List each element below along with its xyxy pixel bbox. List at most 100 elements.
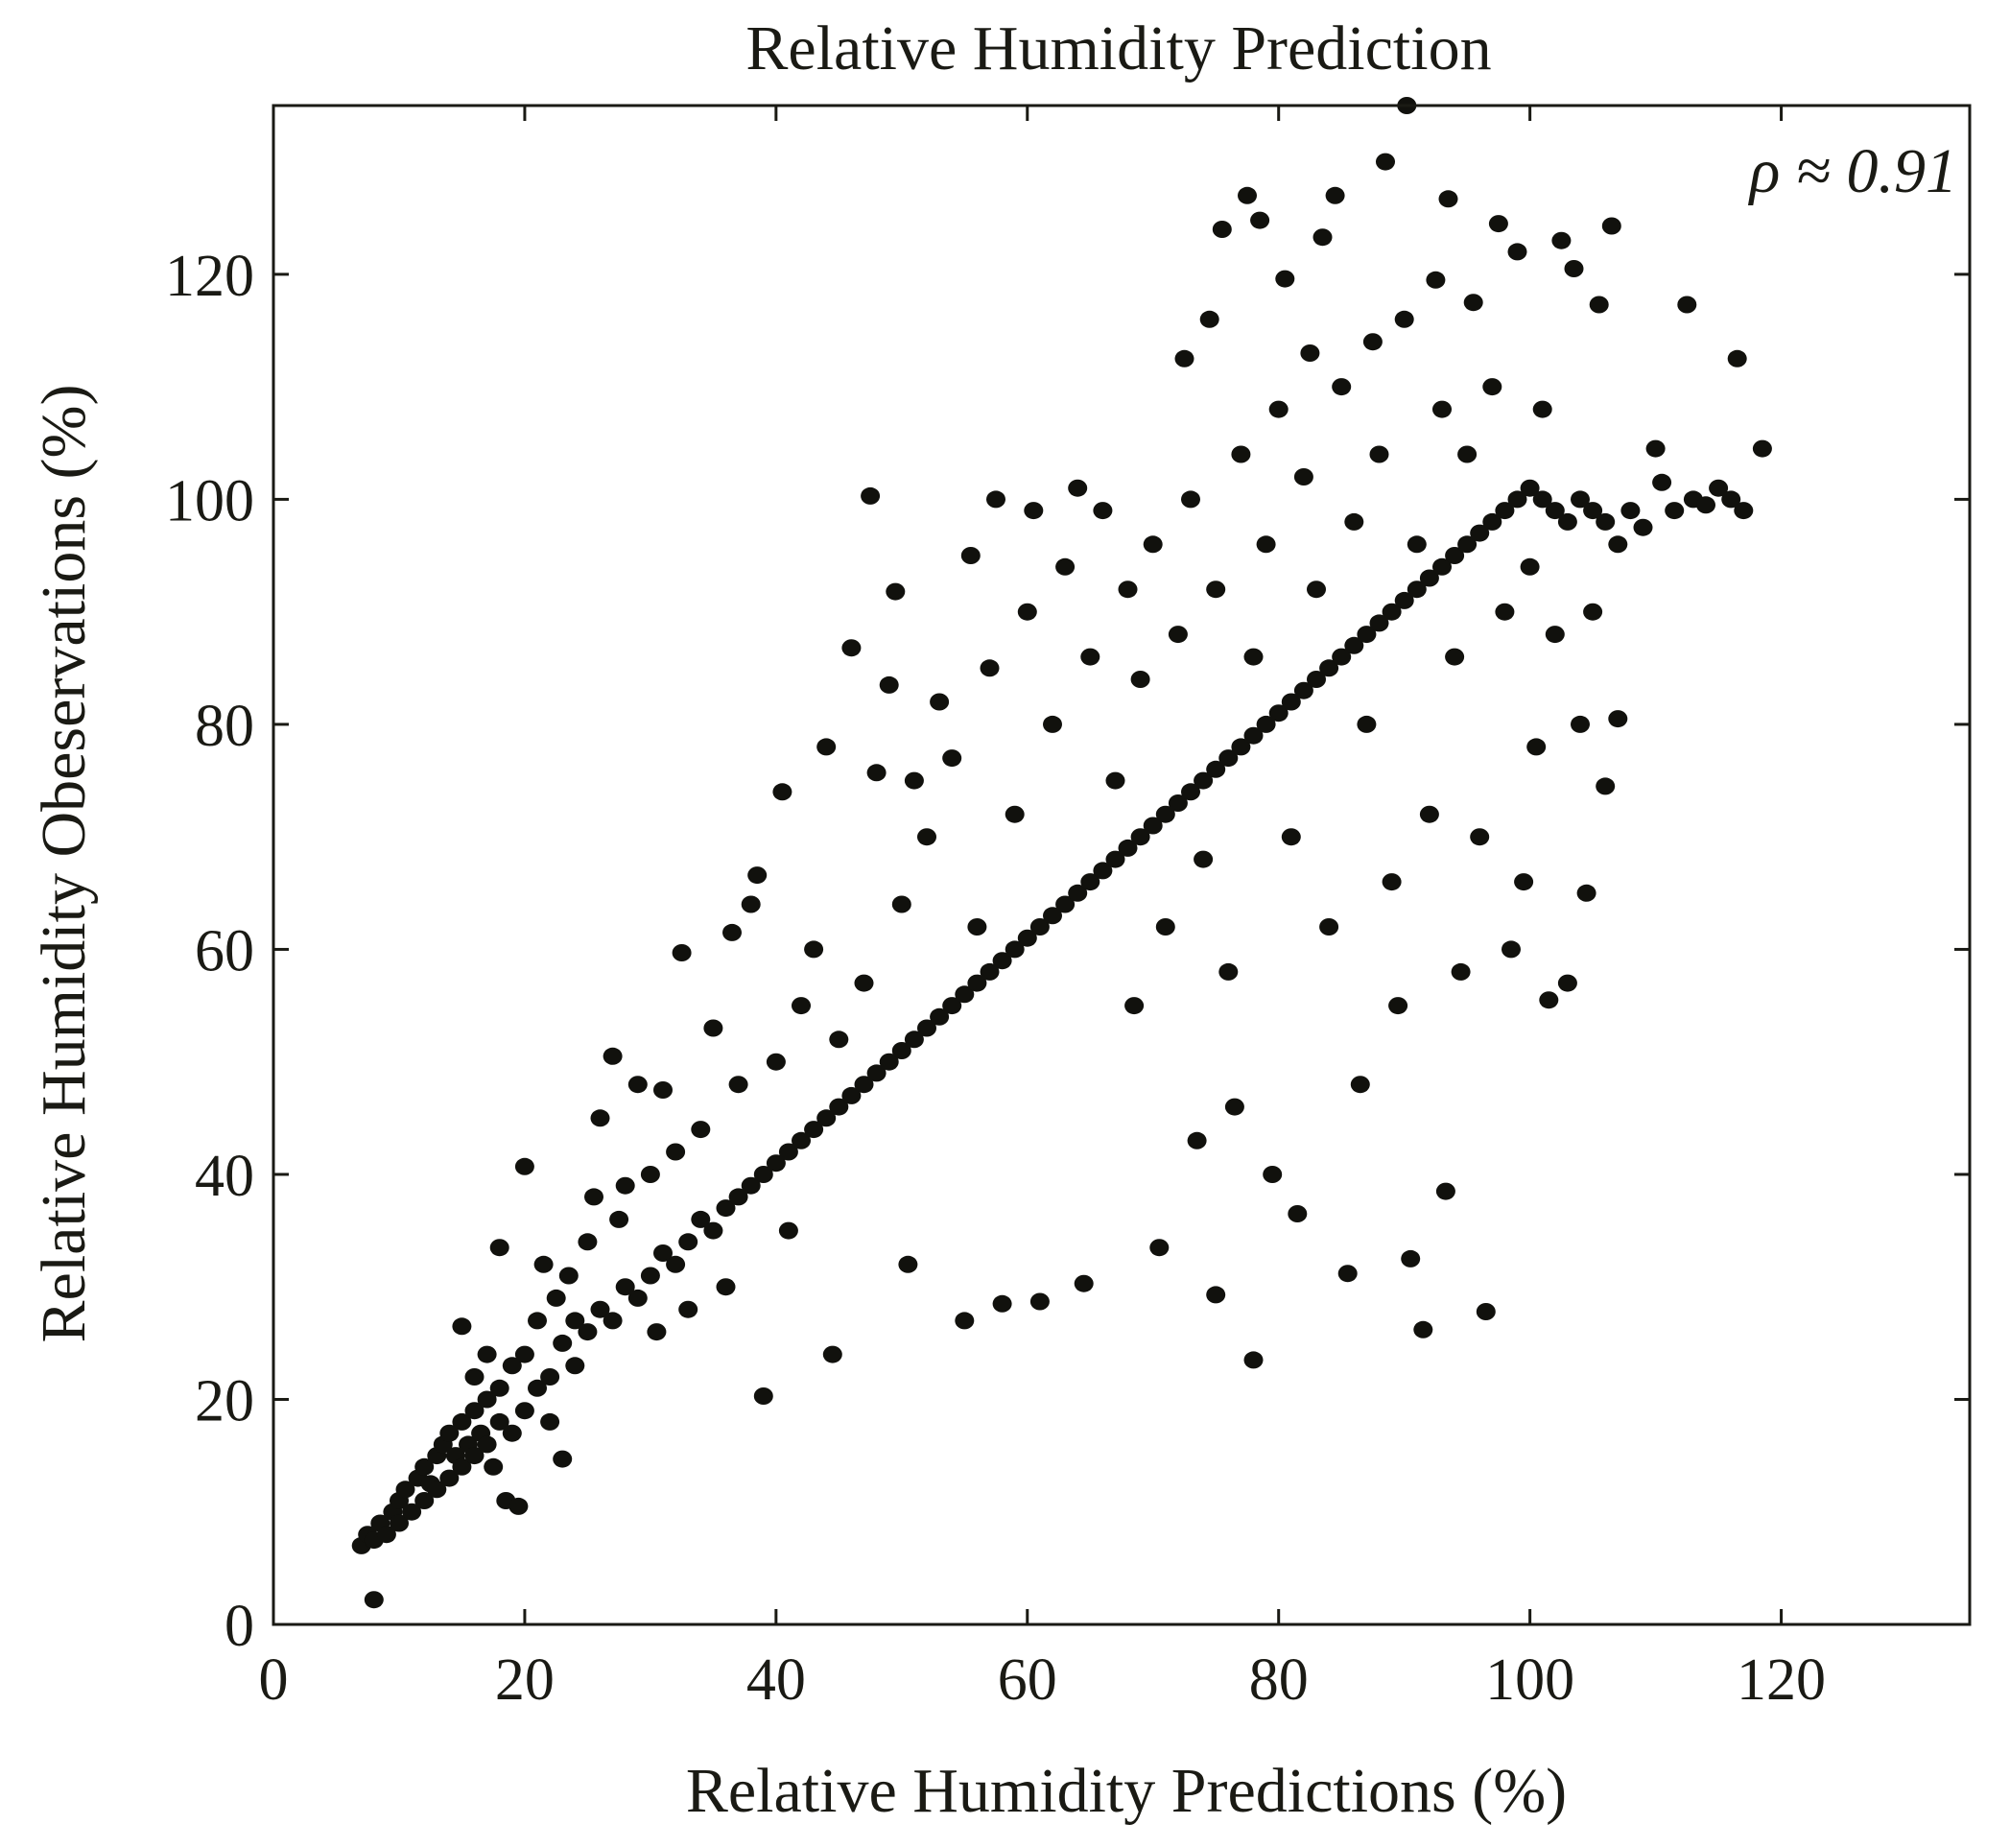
data-point [955,985,975,1004]
data-point [898,1255,918,1273]
data-point [1583,502,1603,520]
data-point [1382,603,1402,621]
data-point [1344,512,1364,531]
data-point [917,1019,936,1037]
data-point [1055,895,1076,913]
data-point [1143,535,1163,554]
data-point [1520,479,1540,497]
data-point [533,1255,554,1273]
data-point [992,952,1012,970]
data-point [678,1233,698,1251]
data-point [484,1457,504,1476]
data-point [716,1278,736,1296]
data-point [1206,580,1226,599]
data-point [578,1233,598,1251]
data-point [672,944,692,961]
data-point [967,918,987,936]
data-point [1017,929,1037,947]
data-point [546,1289,566,1307]
data-point [1388,997,1408,1015]
data-point [627,1076,648,1094]
data-point [804,1121,824,1139]
data-point [1709,479,1729,497]
data-point [1307,580,1326,599]
data-point [955,1312,975,1330]
data-point [1243,1351,1264,1369]
data-point [1545,626,1565,644]
data-point [691,1121,711,1139]
data-point [603,1047,623,1065]
x-tick-label: 40 [746,1647,806,1713]
data-point [414,1492,435,1509]
data-point [1332,378,1352,396]
data-point [1571,715,1590,733]
x-tick-label: 100 [1485,1647,1574,1713]
data-point [439,1469,460,1487]
data-point [1206,760,1226,778]
data-point [930,693,950,711]
data-point [1238,186,1257,204]
data-point [891,1042,911,1059]
x-tick-label: 0 [259,1647,289,1713]
data-point [1130,828,1150,846]
data-point [1105,850,1125,868]
data-point [1130,671,1150,688]
data-point [1181,783,1200,801]
data-point [1093,862,1113,880]
data-point [816,738,837,756]
data-point [1118,839,1138,857]
data-point [452,1317,472,1336]
data-point [1268,704,1289,723]
data-point [904,771,924,790]
data-point [1194,850,1214,868]
data-point [792,1131,811,1149]
data-point [477,1390,497,1409]
rho-annotation: ρ ≈ 0.91 [1748,136,1957,206]
data-point [1074,1274,1094,1292]
data-point [904,1031,924,1049]
data-point [1445,648,1465,666]
data-point [1413,1320,1433,1339]
data-point [1319,918,1339,936]
data-point [816,1109,837,1127]
data-point [1288,1205,1308,1222]
data-point [1080,648,1100,666]
data-point [464,1402,485,1420]
chart-title: Relative Humidity Prediction [745,13,1491,83]
data-point [1231,445,1251,463]
y-tick-label: 20 [195,1368,254,1433]
data-point [1457,535,1478,554]
data-point [747,866,768,885]
data-point [489,1379,509,1397]
data-point [1677,296,1697,314]
data-point [590,1109,610,1127]
data-point [1507,243,1527,261]
data-point [414,1457,435,1476]
data-point [1194,771,1214,790]
data-point [691,1210,711,1228]
data-point [1727,349,1747,367]
data-point [1488,215,1508,233]
data-point [1350,1076,1370,1094]
data-point [1495,502,1515,520]
y-tick-label: 100 [165,468,254,533]
y-tick-label: 0 [225,1594,254,1659]
data-point [1596,777,1616,795]
data-point [1470,524,1490,542]
x-axis-ticks: 0 20 40 60 80 100 120 [259,106,1826,1713]
data-point [1199,310,1219,328]
data-point [603,1312,623,1330]
data-point [1093,502,1113,520]
data-point [1576,884,1596,902]
data-point [861,486,881,505]
data-point [395,1481,415,1499]
data-point [1608,710,1628,728]
data-point [678,1300,698,1318]
data-point [1005,940,1025,959]
data-point [1231,738,1251,756]
data-point [540,1412,560,1431]
data-point [390,1514,409,1532]
data-point [1357,715,1377,733]
data-point [1281,828,1301,846]
data-point [1206,1286,1226,1304]
